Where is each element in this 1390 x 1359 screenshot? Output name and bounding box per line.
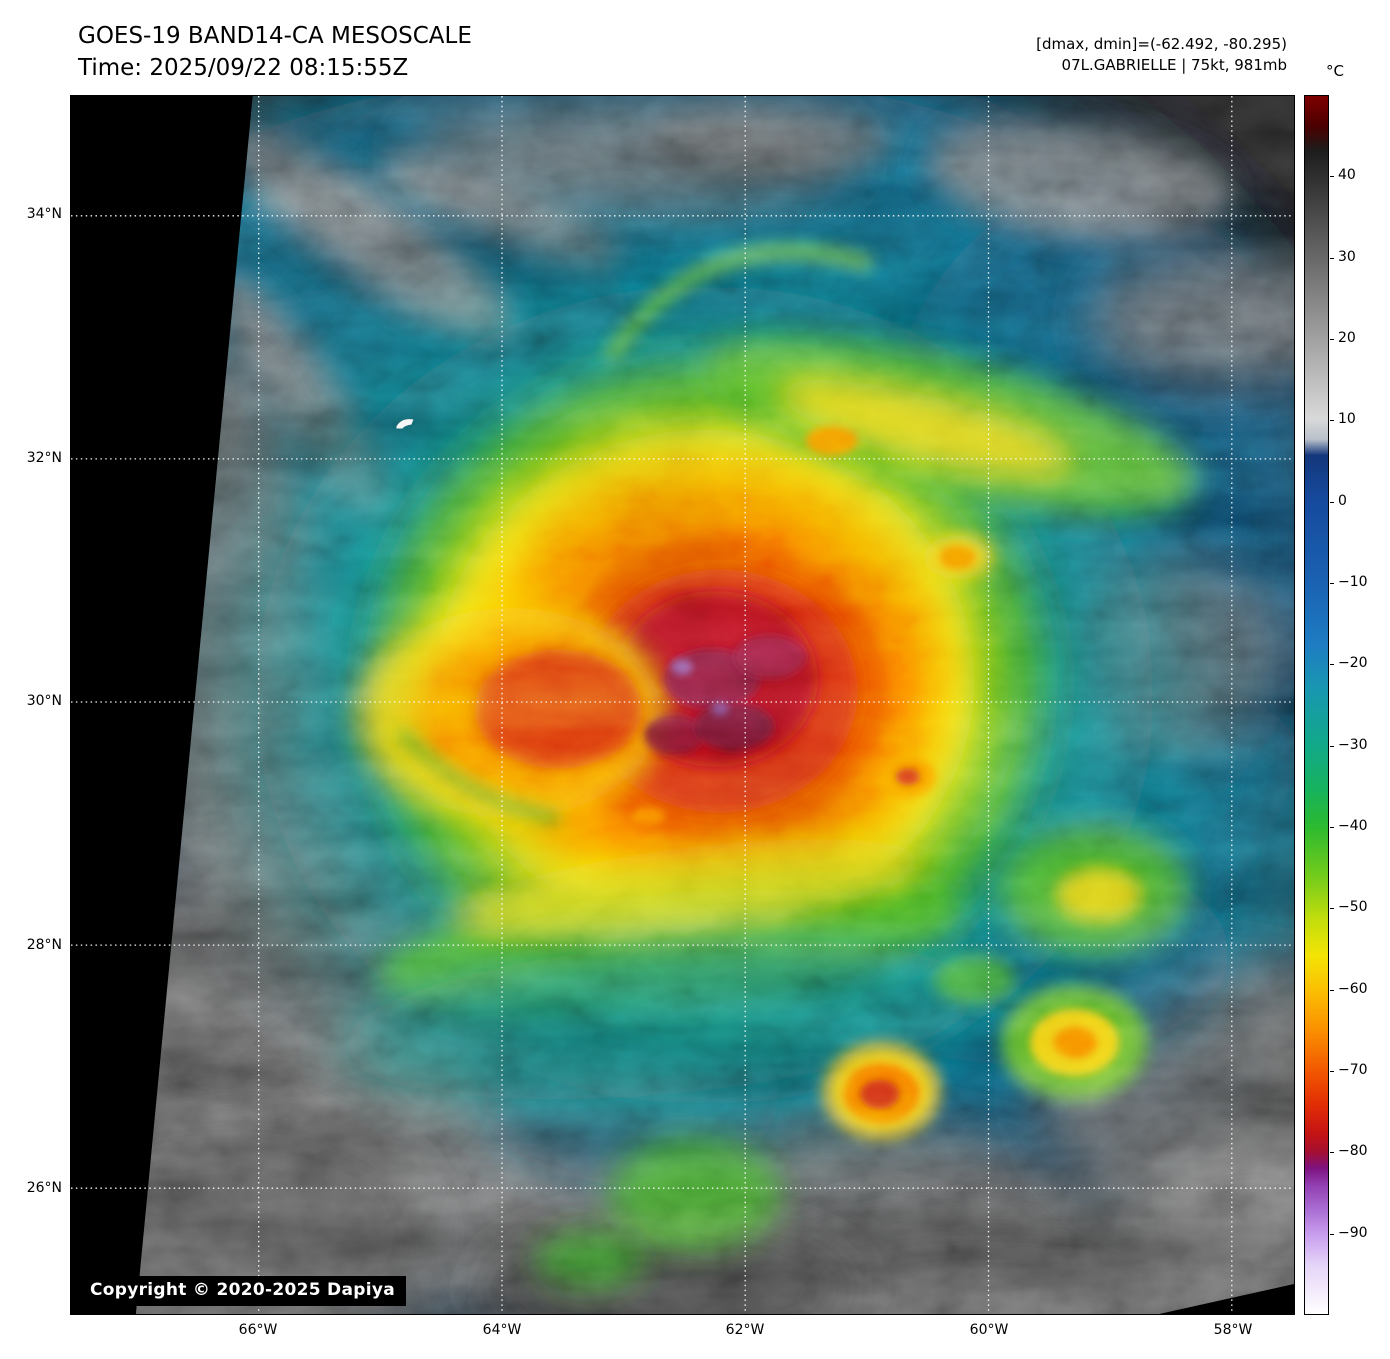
header-block: GOES-19 BAND14-CA MESOSCALE Time: 2025/0… (78, 20, 472, 84)
lon-label-64w: 64°W (482, 1322, 522, 1338)
map-frame: Copyright © 2020-2025 Dapiya (70, 95, 1295, 1315)
colorbar-tick-label: −30 (1338, 737, 1368, 753)
lon-label-66w: 66°W (238, 1322, 278, 1338)
cloud-imagery (135, 96, 1294, 1314)
timestamp: Time: 2025/09/22 08:15:55Z (78, 55, 409, 81)
colorbar-tick-label: 40 (1338, 167, 1356, 183)
lat-label-26n: 26°N (26, 1180, 62, 1196)
colorbar-tick (1330, 1152, 1334, 1153)
colorbar-tick-label: −50 (1338, 899, 1368, 915)
colorbar-tick (1330, 502, 1334, 503)
colorbar-unit-label: °C (1326, 62, 1344, 80)
colorbar-tick-label: −60 (1338, 981, 1368, 997)
lon-label-62w: 62°W (725, 1322, 765, 1338)
lon-label-60w: 60°W (969, 1322, 1009, 1338)
colorbar-tick-label: −90 (1338, 1225, 1368, 1241)
colorbar-tick (1330, 664, 1334, 665)
colorbar-tick (1330, 1071, 1334, 1072)
storm-status-readout: 07L.GABRIELLE | 75kt, 981mb (1061, 56, 1287, 74)
colorbar-tick (1330, 339, 1334, 340)
colorbar-tick-label: −40 (1338, 818, 1368, 834)
colorbar-tick (1330, 1234, 1334, 1235)
colorbar-tick-label: 10 (1338, 411, 1356, 427)
colorbar-tick (1330, 258, 1334, 259)
colorbar-tick-label: −80 (1338, 1143, 1368, 1159)
header-right-block: [dmax, dmin]=(-62.492, -80.295) 07L.GABR… (1036, 34, 1287, 76)
colorbar-tick-label: −10 (1338, 574, 1368, 590)
lat-label-32n: 32°N (26, 450, 62, 466)
grid-lines (71, 96, 1294, 1314)
page-title: GOES-19 BAND14-CA MESOSCALE (78, 23, 472, 49)
dmax-dmin-readout: [dmax, dmin]=(-62.492, -80.295) (1036, 35, 1287, 53)
colorbar-tick-label: 30 (1338, 249, 1356, 265)
colorbar-tick (1330, 420, 1334, 421)
colorbar-tick (1330, 908, 1334, 909)
copyright-badge: Copyright © 2020-2025 Dapiya (79, 1276, 406, 1306)
lon-label-58w: 58°W (1213, 1322, 1253, 1338)
colorbar-tick (1330, 583, 1334, 584)
colorbar-tick-label: −70 (1338, 1062, 1368, 1078)
satellite-image (71, 96, 1294, 1314)
lat-label-28n: 28°N (26, 937, 62, 953)
colorbar-tick-label: 20 (1338, 330, 1356, 346)
colorbar-tick (1330, 176, 1334, 177)
colorbar-gradient (1305, 96, 1328, 1314)
colorbar-tick (1330, 990, 1334, 991)
colorbar-tick (1330, 746, 1334, 747)
colorbar-tick (1330, 827, 1334, 828)
colorbar (1304, 95, 1329, 1315)
colorbar-tick-label: −20 (1338, 655, 1368, 671)
lat-label-34n: 34°N (26, 206, 62, 222)
lat-label-30n: 30°N (26, 693, 62, 709)
colorbar-tick-label: 0 (1338, 493, 1347, 509)
